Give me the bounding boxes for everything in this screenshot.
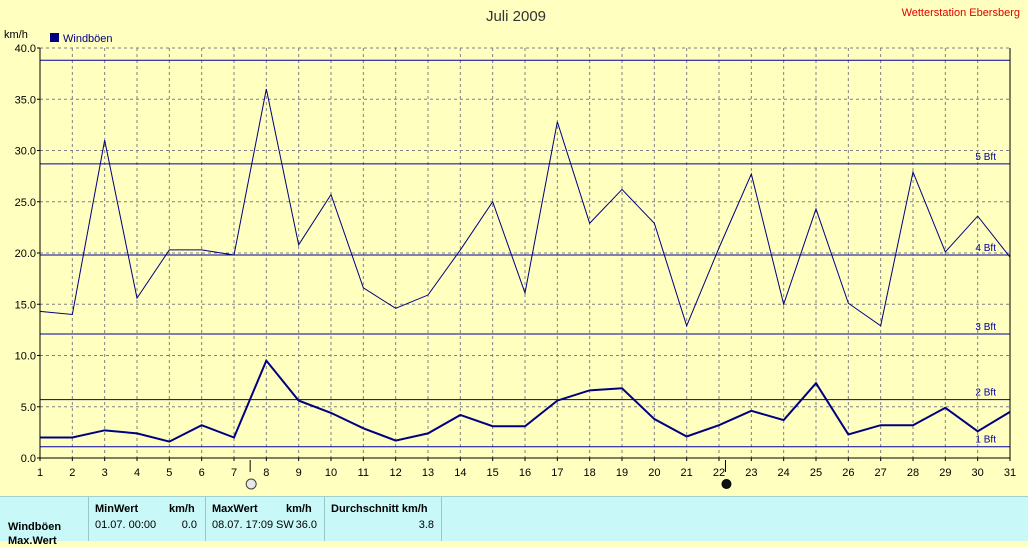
x-tick-label: 7 — [231, 467, 237, 479]
y-tick-label: 15.0 — [15, 299, 36, 311]
y-axis-unit: km/h — [4, 29, 28, 41]
wind-chart: Juli 2009 Wetterstation Ebersberg km/h W… — [4, 7, 1020, 490]
beaufort-label: 2 Bft — [975, 388, 996, 399]
x-tick-label: 4 — [134, 467, 140, 479]
max-column: MaxWert km/h 08.07. 17:09 SW 36.0 — [206, 497, 324, 541]
beaufort-label: 1 Bft — [975, 435, 996, 446]
min-date: 01.07. 00:00 — [95, 519, 157, 531]
axes: 0.05.010.015.020.025.030.035.040.01 2 3 4 5 6… — [15, 43, 1017, 479]
average-header: Durchschnitt km/h — [331, 503, 428, 515]
x-tick-label: 10 — [325, 467, 337, 479]
x-tick-label: 15 — [487, 467, 499, 479]
x-tick-label: 3 — [102, 467, 108, 479]
y-tick-label: 40.0 — [15, 43, 36, 55]
y-tick-label: 25.0 — [15, 197, 36, 209]
chart-area: Juli 2009 Wetterstation Ebersberg km/h W… — [4, 7, 1020, 490]
x-tick-label: 17 — [551, 467, 563, 479]
series-line — [39, 88, 1011, 328]
min-column: MinWert km/h 01.07. 00:00 0.0 — [89, 497, 205, 541]
beaufort-lines: 1 Bft 2 Bft 3 Bft 4 Bft 5 Bft — [40, 59, 1010, 448]
x-tick-label: 18 — [584, 467, 596, 479]
beaufort-label: 4 Bft — [975, 243, 996, 254]
x-tick-label: 20 — [648, 467, 660, 479]
x-tick-label: 27 — [875, 467, 887, 479]
x-tick-label: 28 — [907, 467, 919, 479]
max-unit: km/h — [286, 503, 312, 515]
y-tick-label: 0.0 — [21, 453, 36, 465]
station-name: Wetterstation Ebersberg — [902, 7, 1020, 19]
x-tick-label: 23 — [745, 467, 757, 479]
max-date: 08.07. 17:09 — [212, 519, 274, 531]
average-column: Durchschnitt km/h 3.8 — [325, 497, 441, 541]
min-header: MinWert — [95, 503, 139, 515]
beaufort-label: 5 Bft — [975, 152, 996, 163]
x-tick-label: 2 — [69, 467, 75, 479]
x-tick-label: 1 — [37, 467, 43, 479]
max-header: MaxWert — [212, 503, 258, 515]
y-tick-label: 20.0 — [15, 248, 36, 260]
average-value: 3.8 — [418, 519, 434, 531]
new-moon-icon — [721, 479, 732, 489]
x-tick-label: 29 — [939, 467, 951, 479]
x-tick-label: 19 — [616, 467, 628, 479]
beaufort-label: 3 Bft — [975, 322, 996, 333]
x-tick-label: 21 — [681, 467, 693, 479]
max-direction: SW — [276, 519, 294, 531]
y-tick-label: 5.0 — [21, 402, 36, 414]
series-lines — [39, 88, 1011, 443]
x-tick-label: 30 — [972, 467, 984, 479]
x-tick-label: 12 — [390, 467, 402, 479]
stats-row-label-gusts: Windböen — [8, 521, 62, 533]
full-moon-icon — [245, 478, 257, 490]
x-tick-label: 24 — [778, 467, 790, 479]
y-tick-label: 10.0 — [15, 351, 36, 363]
x-tick-label: 11 — [358, 467, 369, 479]
legend-swatch — [50, 33, 59, 42]
min-unit: km/h — [169, 503, 195, 515]
x-tick-label: 5 — [166, 467, 172, 479]
x-tick-label: 8 — [263, 467, 269, 479]
min-value: 0.0 — [181, 519, 197, 531]
chart-title: Juli 2009 — [486, 8, 546, 25]
legend-label: Windböen — [63, 33, 113, 45]
x-tick-label: 13 — [422, 467, 434, 479]
max-value: 36.0 — [295, 519, 317, 531]
moon-markers — [245, 460, 732, 490]
x-tick-label: 9 — [296, 467, 302, 479]
y-tick-label: 35.0 — [15, 94, 36, 106]
x-tick-label: 25 — [810, 467, 822, 479]
grid — [40, 47, 1010, 458]
x-tick-label: 16 — [519, 467, 531, 479]
x-tick-label: 22 — [713, 467, 725, 479]
series-line — [40, 358, 1011, 443]
x-tick-label: 14 — [454, 467, 466, 479]
statistics-panel: Windböen Max.Wert MinWert km/h 01.07. 00… — [0, 496, 1028, 547]
x-tick-label: 31 — [1004, 467, 1016, 479]
x-tick-label: 26 — [842, 467, 854, 479]
stats-row-label-max: Max.Wert — [8, 535, 57, 547]
y-tick-label: 30.0 — [15, 146, 36, 158]
x-tick-label: 6 — [199, 467, 205, 479]
